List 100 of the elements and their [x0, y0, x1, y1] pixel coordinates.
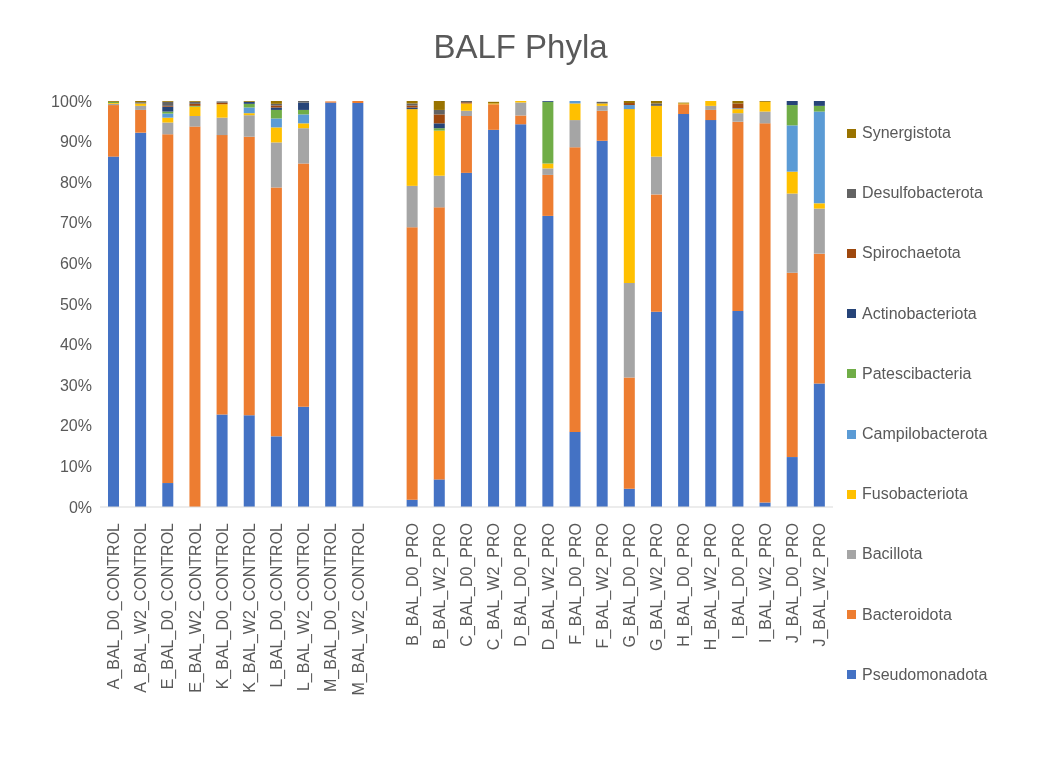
x-tick-label: M_BAL_D0_CONTROL [322, 522, 341, 692]
y-tick-label: 90% [59, 133, 92, 151]
y-tick-label: 80% [59, 173, 92, 191]
y-tick-label: 60% [59, 255, 92, 273]
x-tick-label: A_BAL_W2_CONTROL [132, 522, 151, 693]
bar [569, 120, 581, 148]
x-tick-label: I_BAL_D0_PRO [729, 523, 748, 640]
bar [650, 105, 662, 157]
bar [433, 109, 445, 115]
bar [542, 174, 554, 216]
bar [488, 104, 500, 130]
bar [216, 414, 228, 507]
bar [678, 104, 690, 114]
x-tick-label: L_BAL_W2_CONTROL [295, 522, 314, 692]
bar [216, 117, 228, 136]
bar [786, 101, 798, 106]
bar [135, 132, 147, 507]
bar [189, 126, 201, 507]
bar [705, 109, 717, 121]
bar [460, 116, 472, 173]
bar [650, 194, 662, 312]
bar [542, 168, 554, 175]
x-tick-label: B_BAL_D0_PRO [403, 523, 422, 646]
bar [732, 113, 744, 122]
bar [650, 156, 662, 195]
y-tick-label: 30% [59, 376, 92, 394]
x-tick-label: J_BAL_D0_PRO [783, 523, 802, 644]
legend-label: Desulfobacterota [862, 184, 983, 203]
bar [189, 116, 201, 127]
bar [243, 136, 255, 416]
y-tick-label: 50% [59, 295, 92, 313]
legend-label: Synergistota [862, 124, 951, 143]
bar [786, 457, 798, 507]
bar [786, 171, 798, 194]
bar [813, 105, 825, 112]
bar [650, 311, 662, 507]
bar [243, 107, 255, 114]
x-tick-label: J_BAL_W2_PRO [811, 523, 830, 647]
bar [298, 123, 310, 129]
x-tick-label: C_BAL_D0_PRO [458, 523, 477, 647]
x-tick-label: F_BAL_D0_PRO [566, 523, 585, 645]
x-tick-label: B_BAL_W2_PRO [430, 523, 449, 650]
bar [705, 105, 717, 110]
bar [460, 103, 472, 111]
bar [786, 105, 798, 126]
bar [162, 113, 174, 118]
bar [786, 272, 798, 458]
bar [406, 227, 418, 500]
x-tick-label: K_BAL_W2_CONTROL [240, 522, 259, 693]
bar [813, 253, 825, 384]
bar [732, 310, 744, 507]
bar [216, 135, 228, 415]
bar [433, 130, 445, 176]
bar [352, 101, 364, 104]
bar [759, 111, 771, 124]
x-tick-label: G_BAL_D0_PRO [620, 523, 639, 648]
bar [298, 128, 310, 164]
bar [596, 140, 608, 507]
bar [406, 185, 418, 228]
bar [298, 163, 310, 407]
bar [759, 101, 771, 112]
bar [433, 114, 445, 124]
x-tick-label: A_BAL_D0_CONTROL [105, 522, 124, 690]
legend-label: Campilobacterota [862, 425, 988, 444]
bar [596, 110, 608, 141]
legend-label: Actinobacteriota [862, 304, 977, 323]
x-tick-label: D_BAL_W2_PRO [539, 523, 558, 651]
x-tick-label: F_BAL_W2_PRO [593, 523, 612, 649]
legend-label: Fusobacteriota [862, 485, 968, 504]
bar [623, 109, 635, 283]
x-tick-label: H_BAL_W2_PRO [702, 523, 721, 651]
bar [678, 113, 690, 507]
bar [813, 203, 825, 209]
bar [433, 207, 445, 480]
y-tick-label: 70% [59, 214, 92, 232]
bar [433, 479, 445, 507]
bar [515, 102, 527, 116]
bar [243, 113, 255, 116]
bar [433, 101, 445, 110]
bar [569, 431, 581, 507]
bar [515, 124, 527, 507]
bar [270, 142, 282, 188]
y-tick-label: 0% [68, 498, 92, 516]
legend-label: Bacillota [862, 545, 923, 564]
bar [569, 147, 581, 432]
bar [325, 102, 337, 507]
bar [813, 101, 825, 106]
x-tick-label: E_BAL_D0_CONTROL [159, 522, 178, 690]
y-tick-label: 20% [59, 417, 92, 435]
bar [135, 105, 147, 110]
bar [705, 120, 717, 507]
x-tick-label: L_BAL_D0_CONTROL [268, 522, 287, 688]
bar [813, 111, 825, 204]
bar [460, 172, 472, 507]
bar [162, 101, 174, 106]
bar [189, 106, 201, 117]
x-tick-label: H_BAL_D0_PRO [675, 523, 694, 647]
bar [298, 109, 310, 115]
x-tick-label: M_BAL_W2_CONTROL [349, 522, 368, 696]
x-tick-label: K_BAL_D0_CONTROL [213, 522, 232, 690]
